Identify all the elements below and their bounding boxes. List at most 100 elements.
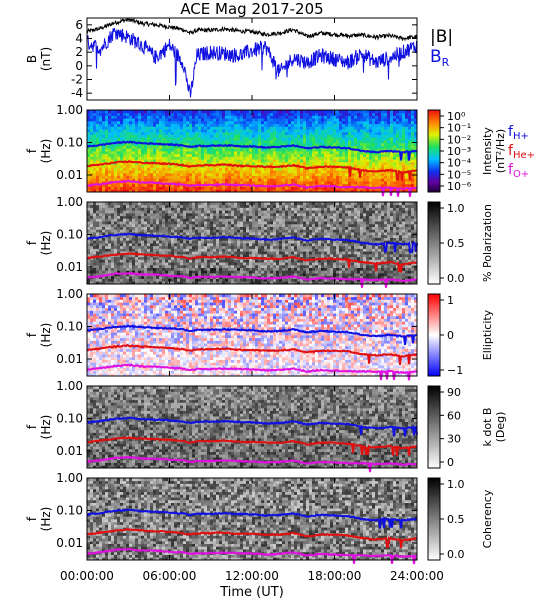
spectrogram-intensity-cell [237, 142, 241, 146]
spectrogram-intensity-cell [135, 172, 139, 176]
spectrogram-polarization-cell [213, 240, 217, 244]
spectrogram-intensity-cell [102, 189, 106, 193]
spectrogram-intensity-cell [174, 167, 178, 171]
spectrogram-intensity-cell [366, 115, 370, 119]
spectrogram-polarization-cell [105, 245, 109, 249]
spectrogram-intensity-cell [153, 140, 157, 144]
spectrogram-intensity-cell [270, 123, 274, 127]
spectrogram-intensity-cell [228, 167, 232, 171]
spectrogram-polarization-cell [123, 229, 127, 233]
spectrogram-intensity-cell [327, 110, 331, 114]
spectrogram-polarization-cell [102, 221, 106, 225]
spectrogram-polarization-cell [207, 212, 211, 217]
spectrogram-intensity-cell [141, 129, 145, 133]
spectrogram-polarization-cell [201, 281, 205, 285]
spectrogram-polarization-cell [108, 245, 112, 249]
spectrogram-polarization-cell [198, 232, 202, 236]
spectrogram-polarization-cell [189, 234, 193, 238]
spectrogram-intensity-cell [297, 159, 301, 163]
spectrogram-intensity-cell [375, 126, 379, 130]
spectrogram-polarization-cell [147, 204, 151, 208]
spectrogram-intensity-cell [411, 140, 415, 144]
spectrogram-intensity-cell [162, 115, 166, 119]
spectrogram-intensity-cell [270, 170, 274, 174]
spectrogram-intensity-cell [396, 118, 400, 122]
spectrogram-intensity-cell [234, 145, 238, 149]
spectrogram-intensity-cell [339, 142, 343, 146]
spectrogram-intensity-cell [126, 167, 130, 171]
spectrogram-polarization-cell [165, 237, 169, 241]
spectrogram-intensity-cell [387, 120, 391, 125]
spectrogram-polarization-cell [228, 240, 232, 244]
spectrogram-intensity-cell [171, 137, 175, 141]
spectrogram-intensity-cell [102, 172, 106, 176]
spectrogram-intensity-cell [204, 142, 208, 146]
spectrogram-polarization-cell [183, 245, 187, 249]
spectrogram-intensity-cell [390, 159, 394, 163]
spectrogram-intensity-cell [378, 148, 382, 152]
spectrogram-intensity-cell [342, 153, 346, 157]
spectrogram-polarization-cell [147, 245, 151, 249]
spectrogram-polarization-cell [159, 281, 163, 285]
spectrogram-polarization-cell [177, 221, 181, 225]
spectrogram-intensity-cell [144, 118, 148, 122]
spectrogram-intensity-cell [135, 129, 139, 133]
spectrogram-intensity-cell [387, 140, 391, 144]
spectrogram-intensity-cell [102, 120, 106, 125]
spectrogram-polarization-cell [120, 202, 124, 206]
spectrogram-polarization-cell [174, 262, 178, 266]
spectrogram-intensity-cell [408, 126, 412, 130]
spectrogram-intensity-cell [285, 186, 289, 190]
spectrogram-intensity-cell [396, 120, 400, 125]
spectrogram-polarization-cell [141, 212, 145, 217]
spectrogram-intensity-cell [264, 140, 268, 144]
spectrogram-intensity-cell [336, 118, 340, 122]
spectrogram-polarization-cell [141, 226, 145, 230]
spectrogram-intensity-cell [93, 181, 97, 185]
spectrogram-intensity-cell [261, 175, 265, 179]
spectrogram-polarization-cell [117, 243, 121, 247]
spectrogram-intensity-cell [147, 112, 151, 116]
spectrogram-intensity-cell [402, 115, 406, 119]
spectrogram-polarization-cell [87, 267, 91, 271]
spectrogram-intensity-cell [288, 145, 292, 149]
spectrogram-intensity-cell [165, 126, 169, 130]
spectrogram-intensity-cell [108, 151, 112, 155]
spectrogram-polarization-cell [120, 259, 124, 263]
spectrogram-intensity-cell [339, 172, 343, 176]
spectrogram-polarization-cell [207, 210, 211, 214]
spectrogram-polarization-cell [105, 264, 109, 268]
spectrogram-intensity-cell [180, 123, 184, 127]
spectrogram-polarization-cell [108, 226, 112, 230]
spectrogram-intensity-cell [285, 137, 289, 141]
spectrogram-intensity-cell [165, 183, 169, 187]
spectrogram-polarization-cell [162, 262, 166, 266]
spectrogram-polarization-cell [192, 278, 196, 282]
spectrogram-polarization-cell [108, 218, 112, 222]
spectrogram-intensity-cell [144, 140, 148, 144]
spectrogram-polarization-cell [216, 273, 220, 277]
spectrogram-intensity-cell [264, 137, 268, 141]
spectrogram-intensity-cell [267, 181, 271, 185]
spectrogram-intensity-cell [399, 129, 403, 133]
spectrogram-intensity-cell [219, 164, 223, 168]
spectrogram-intensity-cell [129, 118, 133, 122]
spectrogram-intensity-cell [108, 156, 112, 160]
spectrogram-polarization-cell [222, 248, 226, 252]
spectrogram-intensity-cell [177, 131, 181, 135]
spectrogram-polarization-cell [144, 262, 148, 266]
spectrogram-intensity-cell [300, 178, 304, 182]
spectrogram-intensity-cell [324, 153, 328, 157]
spectrogram-polarization-cell [156, 262, 160, 266]
spectrogram-intensity-cell [393, 167, 397, 171]
spectrogram-intensity-cell [309, 151, 313, 155]
spectrogram-intensity-cell [99, 148, 103, 152]
spectrogram-intensity-cell [378, 161, 382, 166]
spectrogram-intensity-cell [174, 181, 178, 185]
spectrogram-intensity-cell [390, 112, 394, 116]
spectrogram-polarization-cell [120, 262, 124, 266]
spectrogram-polarization-cell [93, 264, 97, 268]
spectrogram-polarization-cell [114, 221, 118, 225]
spectrogram-intensity-cell [129, 183, 133, 187]
spectrogram-intensity-cell [210, 170, 214, 174]
